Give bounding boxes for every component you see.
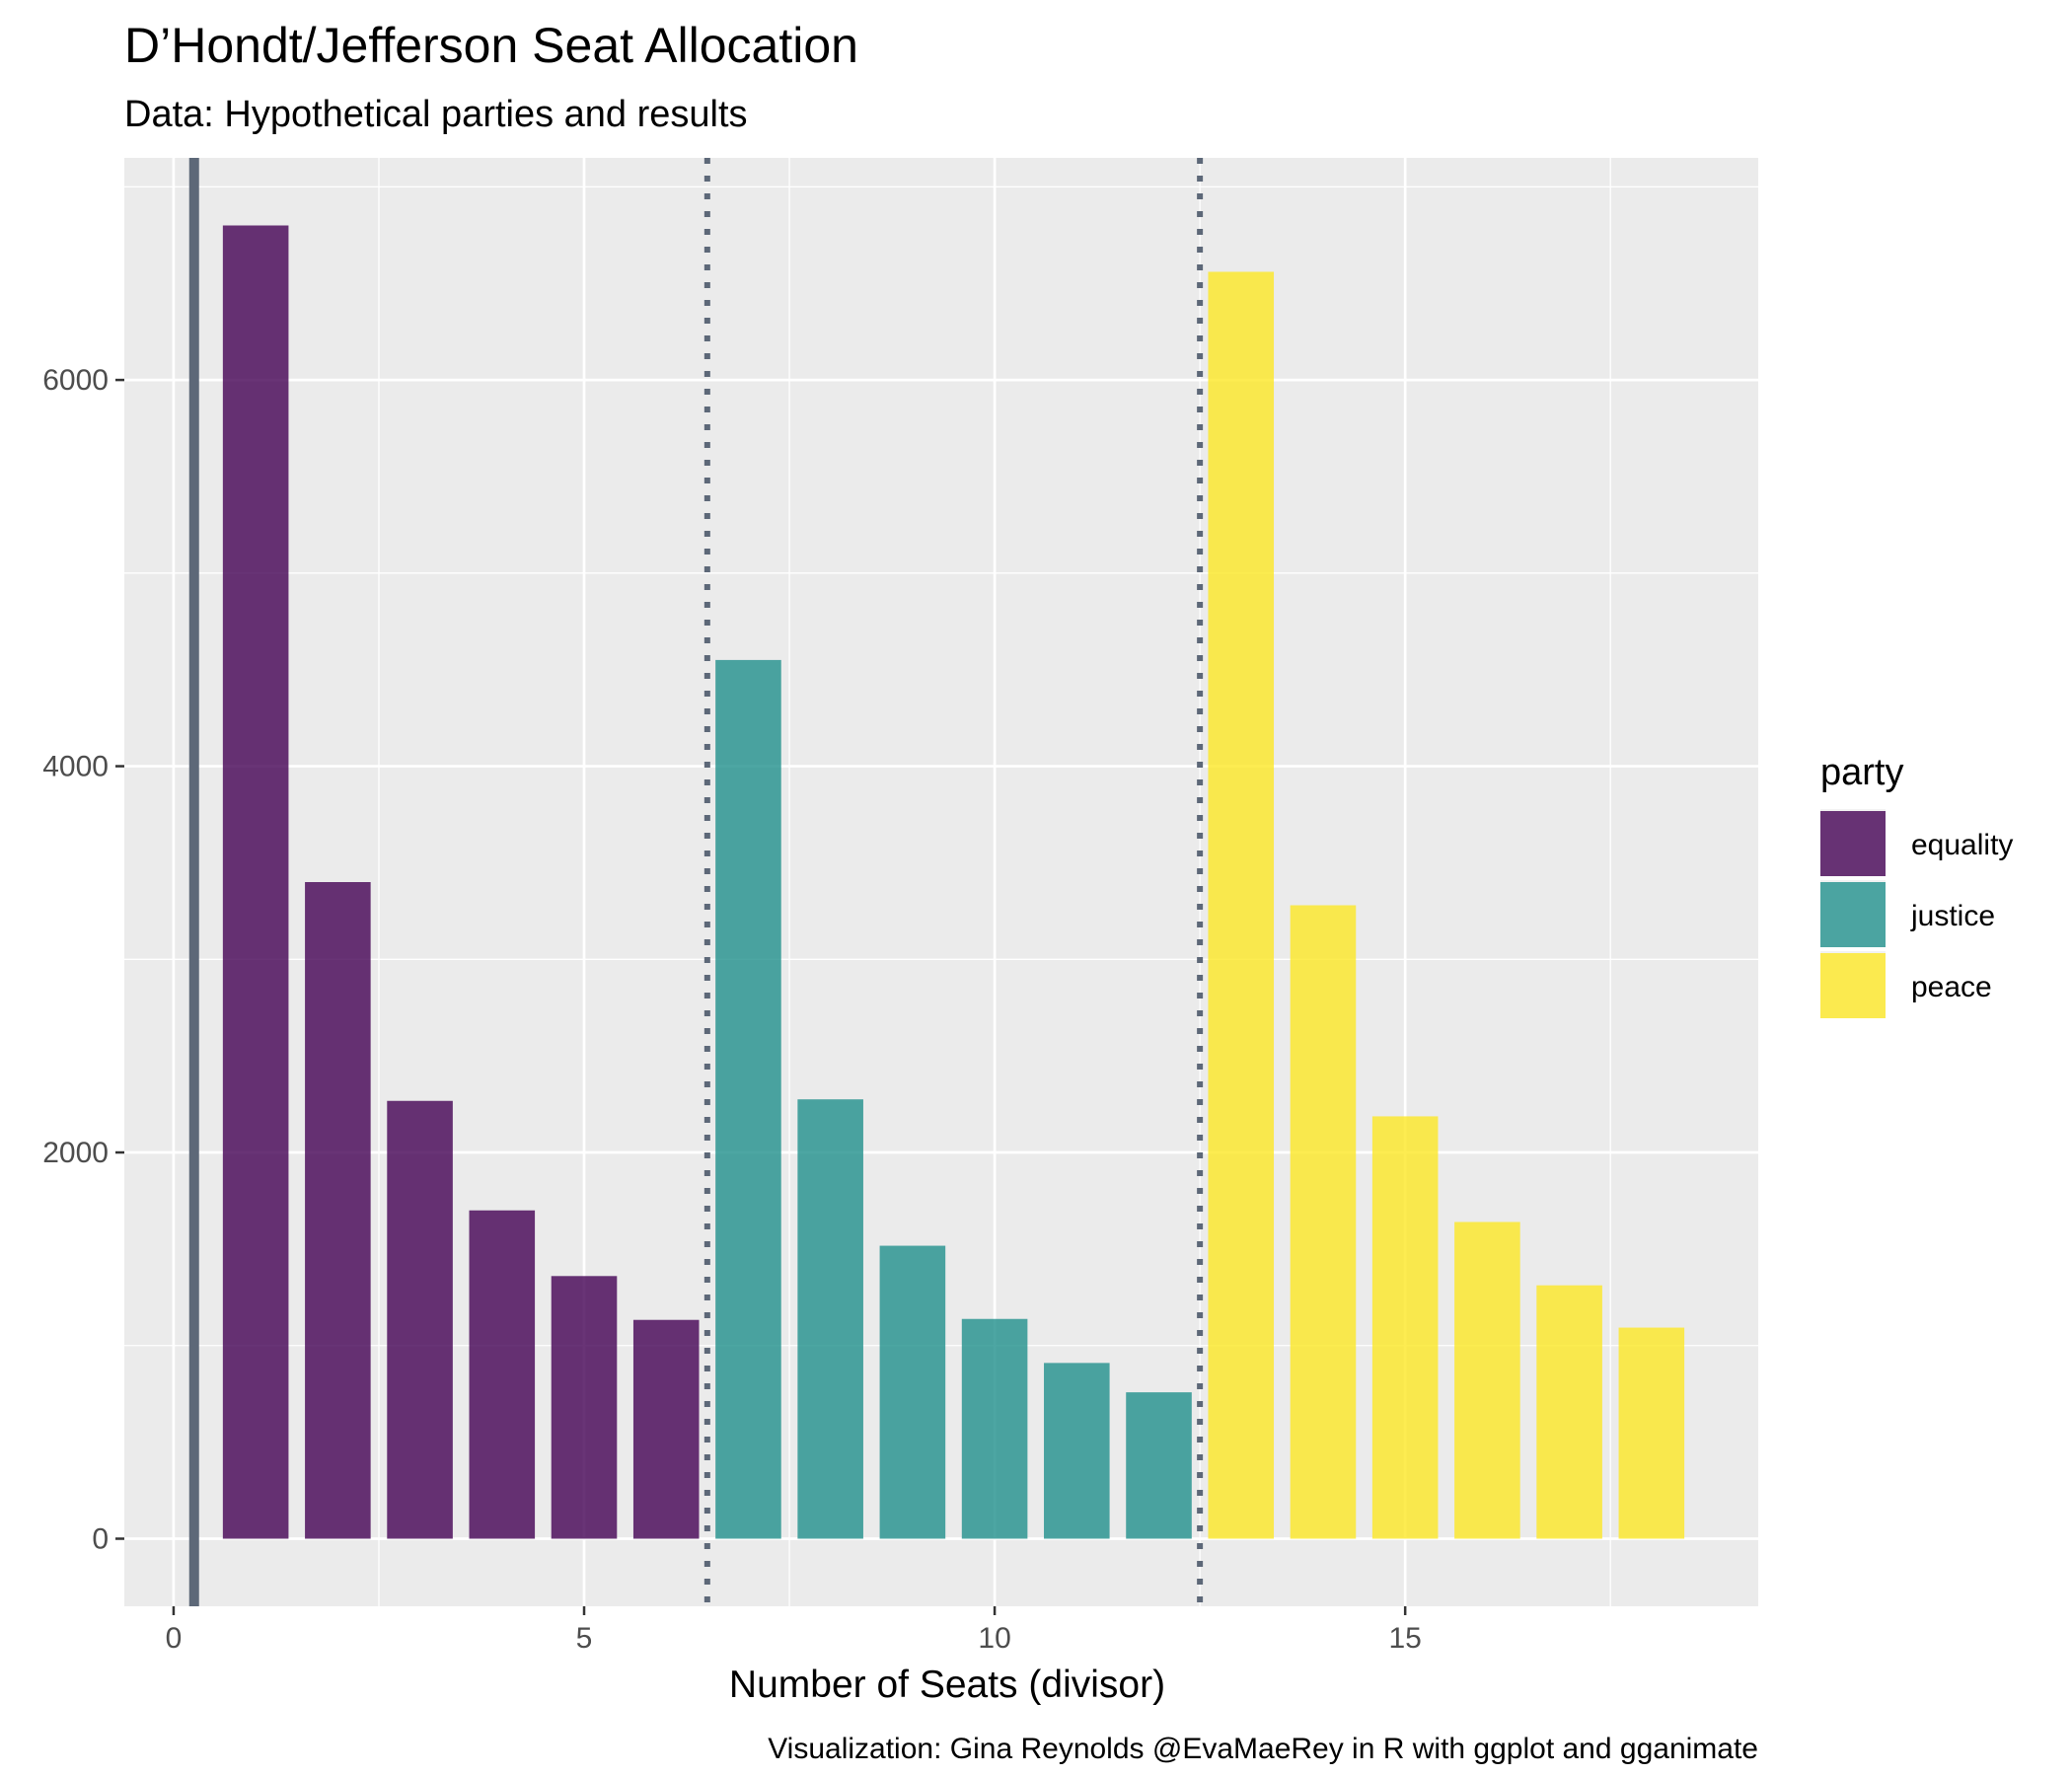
y-tick-label: 2000 bbox=[42, 1137, 109, 1169]
y-tick-label: 6000 bbox=[42, 364, 109, 397]
bar-peace bbox=[1536, 1285, 1602, 1539]
x-axis: 0 5 10 15 bbox=[166, 1606, 1422, 1655]
bar-peace bbox=[1618, 1327, 1685, 1539]
legend-swatch-justice bbox=[1820, 882, 1886, 947]
bar-peace bbox=[1208, 271, 1275, 1539]
legend-label-peace: peace bbox=[1911, 971, 1992, 1003]
bar-justice bbox=[961, 1318, 1028, 1539]
legend: party equality justice peace bbox=[1820, 752, 2013, 1018]
legend-label-justice: justice bbox=[1910, 900, 1995, 932]
legend-title: party bbox=[1820, 752, 1903, 793]
bar-justice bbox=[797, 1099, 863, 1539]
bar-justice bbox=[1044, 1363, 1110, 1539]
x-tick-label: 10 bbox=[978, 1622, 1010, 1655]
bar-justice bbox=[879, 1245, 946, 1539]
y-tick-label: 0 bbox=[92, 1522, 109, 1555]
chart-title: D’Hondt/Jefferson Seat Allocation bbox=[124, 18, 858, 73]
y-axis: 0 2000 4000 6000 bbox=[42, 364, 124, 1555]
legend-label-equality: equality bbox=[1911, 829, 2013, 861]
chart-subtitle: Data: Hypothetical parties and results bbox=[124, 94, 748, 135]
x-tick-label: 0 bbox=[166, 1622, 183, 1655]
bar-equality bbox=[551, 1276, 618, 1539]
bar-justice bbox=[715, 659, 781, 1539]
bar-equality bbox=[632, 1319, 700, 1539]
bar-peace bbox=[1454, 1221, 1520, 1539]
legend-swatch-equality bbox=[1820, 811, 1886, 876]
bar-equality bbox=[469, 1210, 536, 1539]
bar-equality bbox=[387, 1100, 453, 1539]
x-tick-label: 5 bbox=[576, 1622, 593, 1655]
x-tick-label: 15 bbox=[1388, 1622, 1421, 1655]
bar-peace bbox=[1290, 905, 1357, 1539]
y-tick-label: 4000 bbox=[42, 751, 109, 783]
bar-justice bbox=[1126, 1392, 1192, 1539]
legend-swatch-peace bbox=[1820, 953, 1886, 1018]
bar-equality bbox=[222, 225, 289, 1539]
caption: Visualization: Gina Reynolds @EvaMaeRey … bbox=[768, 1733, 1758, 1765]
bar-peace bbox=[1371, 1116, 1439, 1539]
x-axis-title: Number of Seats (divisor) bbox=[729, 1664, 1165, 1706]
bar-equality bbox=[305, 882, 371, 1539]
reference-lines bbox=[188, 158, 1204, 1606]
bars bbox=[222, 225, 1685, 1539]
